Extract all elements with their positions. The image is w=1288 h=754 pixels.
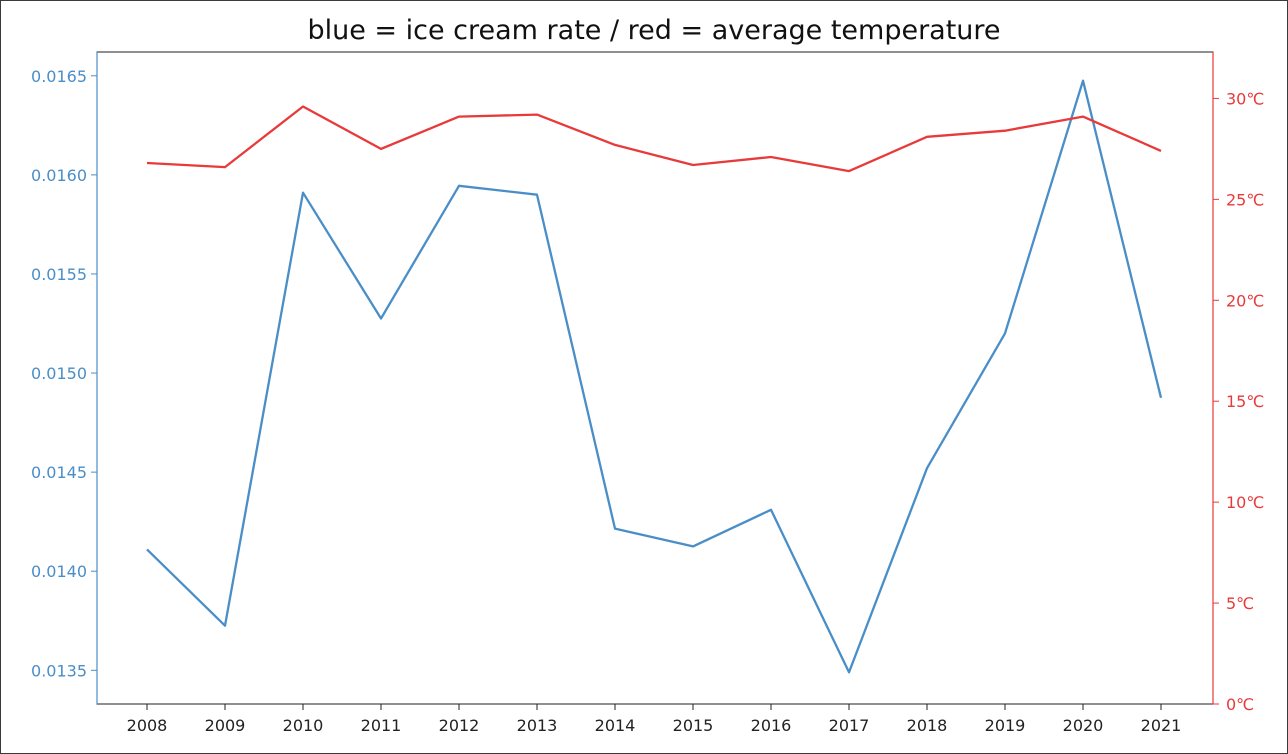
x-tick-label: 2019 bbox=[985, 716, 1026, 735]
x-tick-label: 2020 bbox=[1063, 716, 1104, 735]
x-tick-label: 2009 bbox=[205, 716, 246, 735]
x-tick-label: 2012 bbox=[439, 716, 480, 735]
left-tick-label: 0.0155 bbox=[31, 265, 87, 284]
plot-area bbox=[96, 51, 1214, 705]
left-tick-label: 0.0160 bbox=[31, 166, 87, 185]
x-tick-label: 2016 bbox=[751, 716, 792, 735]
right-tick-label: 25℃ bbox=[1226, 190, 1264, 209]
x-tick-label: 2010 bbox=[283, 716, 324, 735]
x-tick-label: 2013 bbox=[517, 716, 558, 735]
x-tick-label: 2008 bbox=[127, 716, 168, 735]
left-y-axis: 0.0135 0.0140 0.0145 0.0150 0.0155 0.0160 0.01… bbox=[31, 52, 98, 704]
chart-title: blue = ice cream rate / red = average te… bbox=[307, 15, 1000, 46]
right-tick-label: 5℃ bbox=[1226, 594, 1254, 613]
right-tick-label: 30℃ bbox=[1226, 89, 1264, 108]
x-tick-label: 2014 bbox=[595, 716, 636, 735]
left-tick-label: 0.0150 bbox=[31, 364, 87, 383]
left-tick-label: 0.0140 bbox=[31, 562, 87, 581]
left-tick-label: 0.0135 bbox=[31, 661, 87, 680]
left-tick-label: 0.0165 bbox=[31, 67, 87, 86]
right-tick-label: 0℃ bbox=[1226, 695, 1254, 714]
x-tick-label: 2015 bbox=[673, 716, 714, 735]
x-axis: 2008 2009 2010 2011 2012 2013 2014 2015 2016 2017… bbox=[127, 704, 1182, 735]
right-tick-label: 10℃ bbox=[1226, 493, 1264, 512]
x-tick-label: 2021 bbox=[1141, 716, 1182, 735]
right-y-axis: 0℃ 5℃ 10℃ 15℃ 20℃ 25℃ 30℃ bbox=[1212, 52, 1264, 714]
x-tick-label: 2018 bbox=[907, 716, 948, 735]
right-tick-label: 15℃ bbox=[1226, 392, 1264, 411]
left-tick-label: 0.0145 bbox=[31, 463, 87, 482]
x-tick-label: 2017 bbox=[829, 716, 870, 735]
series-layer bbox=[146, 79, 1163, 674]
average-temperature-line bbox=[146, 105, 1162, 173]
x-tick-label: 2011 bbox=[361, 716, 402, 735]
right-tick-label: 20℃ bbox=[1226, 291, 1264, 310]
ice-cream-rate-line bbox=[146, 79, 1163, 674]
